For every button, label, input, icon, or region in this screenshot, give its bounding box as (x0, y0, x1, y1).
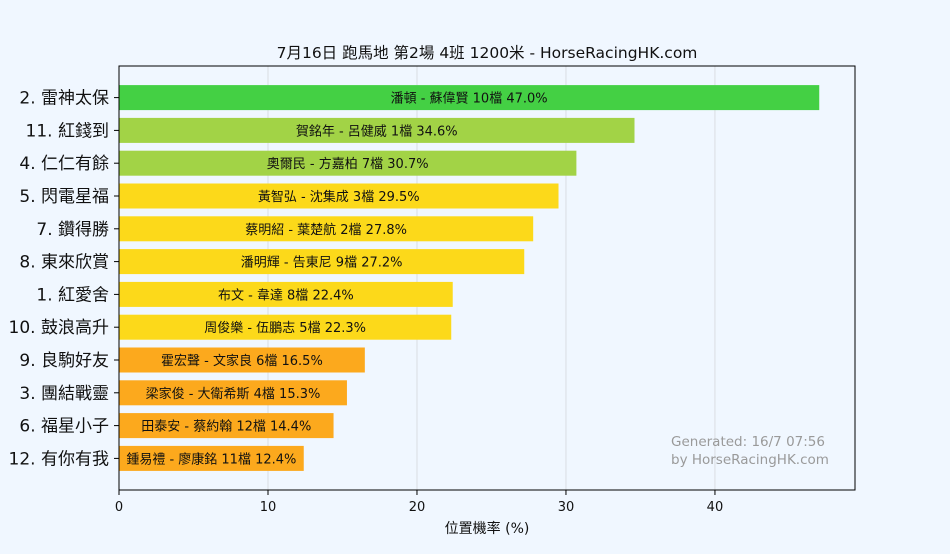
y-tick-label: 7. 鑽得勝 (36, 220, 109, 240)
x-axis-label: 位置機率 (%) (445, 520, 530, 537)
bar (119, 183, 559, 209)
bar (119, 85, 820, 111)
y-tick-label: 10. 鼓浪高升 (9, 318, 109, 338)
bar-data-label: 奧爾民 - 方嘉柏 7檔 30.7% (267, 156, 429, 172)
bar-data-label: 周俊樂 - 伍鵬志 5檔 22.3% (204, 320, 366, 336)
bar-data-label: 潘明輝 - 告東尼 9檔 27.2% (241, 255, 403, 271)
bar (119, 150, 577, 176)
x-tick-label: 30 (558, 500, 575, 515)
bar-layer: 潘頓 - 蘇偉賢 10檔 47.0% 賀銘年 - 呂健威 1檔 34.6% 奧爾民 … (119, 85, 820, 471)
y-tick-label: 9. 良駒好友 (19, 351, 109, 371)
bar-data-label: 田泰安 - 蔡約翰 12檔 14.4% (141, 420, 311, 435)
watermark-line2: by HorseRacingHK.com (671, 452, 829, 468)
bar (119, 347, 365, 373)
bar-data-label: 霍宏聲 - 文家良 6檔 16.5% (161, 353, 323, 369)
x-tick-label: 0 (115, 500, 123, 515)
bar-data-label: 蔡明紹 - 葉楚航 2檔 27.8% (245, 222, 407, 238)
bar-data-label: 賀銘年 - 呂健威 1檔 34.6% (296, 124, 458, 139)
x-tick-label: 10 (260, 500, 277, 515)
x-tick-label: 20 (409, 500, 426, 515)
x-tick-label: 40 (707, 500, 724, 515)
bar (119, 249, 525, 275)
bar (119, 216, 534, 242)
plot-frame (118, 65, 856, 491)
y-tick-label: 12. 有你有我 (9, 449, 109, 469)
bar (119, 413, 334, 439)
y-tick-label: 5. 閃電星福 (19, 187, 109, 207)
y-tick-label: 4. 仁仁有餘 (19, 154, 109, 174)
watermark-line1: Generated: 16/7 07:56 (671, 434, 825, 450)
bar-data-label: 黃智弘 - 沈集成 3檔 29.5% (258, 189, 420, 205)
y-tick-label: 6. 福星小子 (19, 417, 109, 437)
y-tick-label: 11. 紅錢到 (26, 121, 109, 141)
bar-data-label: 潘頓 - 蘇偉賢 10檔 47.0% (391, 92, 548, 107)
bar-data-label: 布文 - 韋達 8檔 22.4% (218, 288, 354, 303)
chart-title: 7月16日 跑馬地 第2場 4班 1200米 - HorseRacingHK.c… (277, 44, 698, 62)
bar (119, 281, 453, 307)
bar (119, 314, 452, 340)
y-tick-label: 2. 雷神太保 (19, 89, 109, 109)
bar (119, 117, 635, 143)
y-tick-label: 1. 紅愛舍 (36, 285, 109, 305)
axis-layer: 0 10 20 30 40 2. 雷神太保 11. 紅錢到 4. 仁仁有餘 5. 閃電星福 7. … (9, 89, 724, 515)
bar (119, 445, 304, 471)
bar (119, 380, 347, 406)
y-tick-label: 3. 團結戰靈 (19, 384, 109, 404)
bar-data-label: 梁家俊 - 大衛希斯 4檔 15.3% (146, 386, 321, 402)
bar-data-label: 鍾易禮 - 廖康銘 11檔 12.4% (126, 451, 296, 467)
y-tick-label: 8. 東來欣賞 (19, 253, 109, 273)
